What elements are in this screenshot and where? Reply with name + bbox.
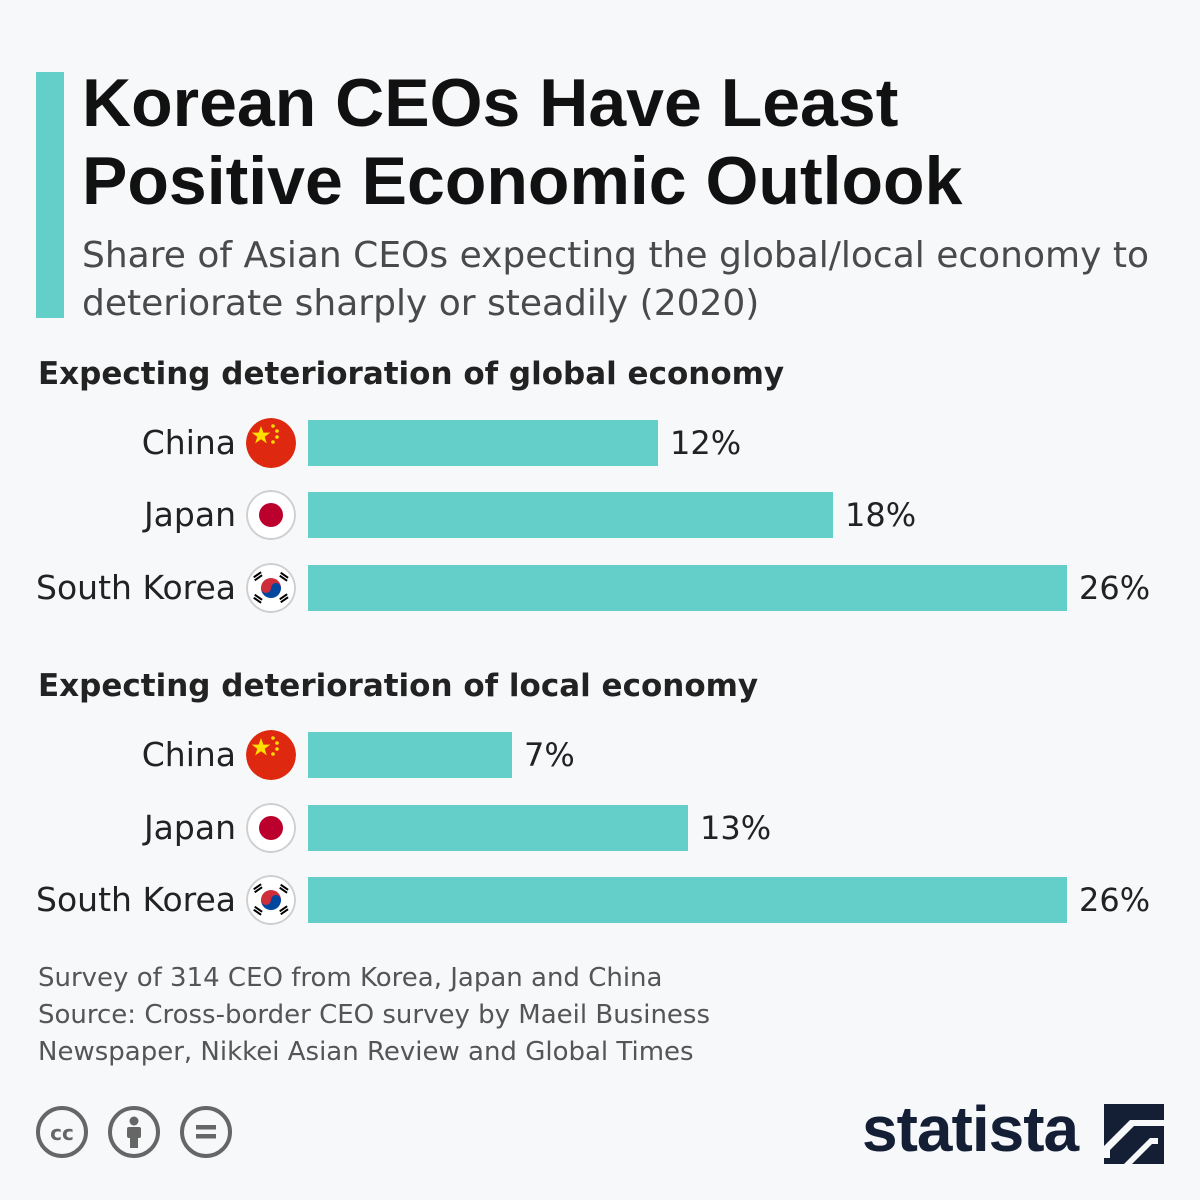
no-derivatives-icon[interactable] (180, 1106, 232, 1158)
bar (308, 732, 512, 778)
bar (308, 805, 688, 851)
data-label: 26% (1079, 569, 1151, 607)
logo-text: statista (862, 1093, 1079, 1165)
page-title: Korean CEOs Have Least Positive Economic… (82, 65, 963, 219)
south-korea-flag-icon (246, 875, 296, 925)
svg-text:cc: cc (50, 1121, 74, 1145)
data-label: 18% (845, 496, 917, 534)
data-label: 7% (524, 736, 575, 774)
bar (308, 877, 1067, 923)
source-note: Source: Cross-border CEO survey by Maeil… (38, 1000, 711, 1067)
statista-logo[interactable]: statista (862, 1093, 1172, 1168)
china-flag-icon (246, 730, 296, 780)
bar (308, 420, 658, 466)
category-label: Japan (143, 495, 236, 534)
section-title-local: Expecting deterioration of local economy (38, 668, 759, 704)
accent-bar (36, 72, 64, 318)
category-label: China (141, 423, 236, 462)
attribution-icon[interactable] (108, 1106, 160, 1158)
bar (308, 492, 833, 538)
survey-note: Survey of 314 CEO from Korea, Japan and … (38, 963, 663, 993)
south-korea-flag-icon (246, 563, 296, 613)
category-label: South Korea (36, 568, 236, 607)
japan-flag-icon (246, 490, 296, 540)
category-label: South Korea (36, 880, 236, 919)
bar (308, 565, 1067, 611)
data-label: 26% (1079, 881, 1151, 919)
category-label: China (141, 735, 236, 774)
statista-logo-icon (1104, 1104, 1164, 1164)
japan-flag-icon (246, 803, 296, 853)
category-label: Japan (143, 808, 236, 847)
cc-icon[interactable]: cc (36, 1106, 88, 1158)
section-title-global: Expecting deterioration of global econom… (38, 356, 785, 392)
data-label: 13% (700, 809, 772, 847)
china-flag-icon (246, 418, 296, 468)
data-label: 12% (670, 424, 742, 462)
footer: Survey of 314 CEO from Korea, Japan and … (38, 960, 798, 1071)
page-subtitle: Share of Asian CEOs expecting the global… (82, 235, 1149, 324)
